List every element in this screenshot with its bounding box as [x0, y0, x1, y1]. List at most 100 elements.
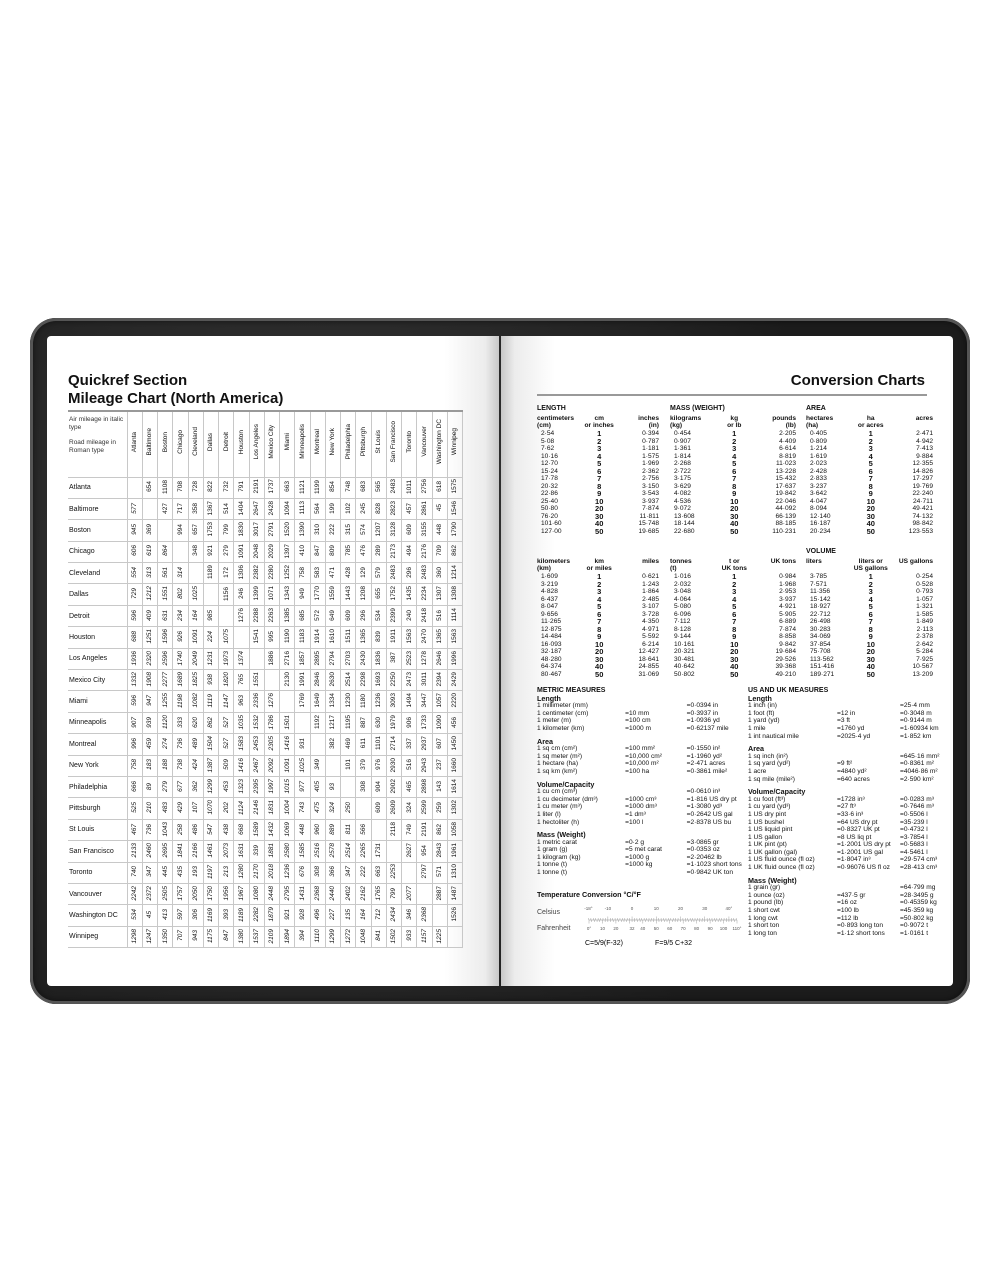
mileage-value: 1750	[207, 885, 215, 901]
value-left: 3·642	[810, 490, 827, 497]
mileage-value: 2073	[222, 843, 230, 858]
mileage-value: 1332	[131, 671, 139, 687]
mileage-value: 2265	[359, 843, 367, 858]
unit: 1 acre	[748, 767, 767, 775]
mileage-value: 2166	[192, 843, 200, 858]
mileage-value: 457	[405, 502, 413, 514]
mileage-cell: 308	[355, 775, 372, 799]
value-left: 4·064	[674, 595, 691, 603]
conversion: =0·3937 in	[686, 709, 718, 717]
temperature-heading: Temperature Conversion °C/°F	[537, 890, 641, 899]
column-header-label: Cleveland	[192, 427, 200, 457]
value-left: 30·283	[810, 625, 831, 633]
unit: 1 hectare (ha)	[537, 760, 579, 768]
mileage-cell	[156, 519, 174, 542]
mileage-value: 809	[329, 545, 337, 557]
mileage-value: 259	[436, 802, 444, 813]
mileage-cell	[400, 861, 418, 884]
value-left: 40·642	[674, 663, 695, 670]
mileage-value: 1786	[268, 714, 276, 730]
mileage-cell: 2176	[416, 540, 433, 564]
value-right: 0·254	[916, 573, 933, 580]
mileage-value: 1374	[237, 650, 245, 666]
mileage-value: 1435	[405, 586, 413, 601]
conversion-row: 76·20 30 11·811	[537, 512, 659, 521]
mileage-cell: 765	[233, 669, 250, 692]
mileage-value: 1069	[283, 821, 291, 837]
unit: 1 metric carat	[537, 838, 577, 846]
column-header: Minneapolis	[294, 410, 311, 478]
equivalent	[625, 788, 687, 796]
mileage-cell: 1886	[263, 647, 281, 671]
mileage-cell: 1936	[126, 647, 143, 671]
mileage-value: 2242	[131, 885, 139, 901]
mileage-cell	[339, 775, 357, 799]
mileage-cell: 1189	[233, 904, 250, 927]
column-header: Chicago	[172, 410, 189, 478]
equivalent: =112 lb	[837, 914, 859, 922]
mileage-cell: 995	[263, 626, 281, 649]
mileage-value: 2320	[146, 650, 154, 666]
value-left: 1·619	[810, 452, 827, 460]
conversion-row: 15·24 6 2·362	[537, 467, 659, 476]
value-left: 8·047	[541, 603, 558, 610]
mileage-cell: 413	[156, 904, 174, 927]
mileage-cell: 258	[172, 818, 189, 842]
mileage-cell: 1195	[339, 711, 357, 735]
mileage-cell: 107	[187, 797, 204, 820]
mileage-value: 1520	[283, 522, 291, 537]
value-base: 5	[732, 602, 737, 611]
mileage-cell: 1343	[278, 583, 296, 606]
value-left: 30·481	[674, 655, 695, 663]
measure-row: 1 cu foot (ft³) =1728 in³ =0·0283 m³	[748, 796, 950, 804]
mileage-cell: 2130	[278, 669, 296, 692]
mileage-cell: 738	[172, 754, 189, 777]
mileage-value: 688	[131, 631, 139, 642]
mileage-value: 496	[314, 909, 322, 920]
mileage-value: 1114	[451, 608, 459, 622]
value-left: 11·265	[541, 618, 562, 625]
mileage-value: 943	[192, 930, 200, 942]
mileage-cell: 1147	[217, 690, 235, 713]
conversion-row: 20·32 8 3·150	[537, 482, 659, 491]
mileage-cell: 1058	[446, 818, 464, 842]
mileage-cell: 2460	[141, 840, 159, 863]
mileage-value: 1831	[268, 800, 276, 815]
mileage-cell: 618	[431, 476, 448, 499]
mileage-value: 1841	[176, 843, 184, 858]
mileage-cell: 2092	[263, 754, 281, 777]
mileage-cell: 1212	[141, 583, 159, 606]
mileage-value: 2434	[390, 907, 398, 922]
mileage-cell: 339	[248, 840, 265, 863]
value-left: 6·437	[541, 595, 558, 603]
value-left: 75·708	[810, 648, 831, 655]
value-right: 13·209	[912, 670, 933, 678]
mileage-cell: 2797	[416, 861, 433, 884]
mileage-cell: 486	[187, 818, 204, 842]
value-left: 5·08	[541, 437, 555, 445]
measure-row: 1 centimeter (cm) =10 mm =0·3937 in	[537, 710, 742, 718]
mileage-value: 1272	[344, 928, 352, 944]
mileage-value: 534	[375, 609, 383, 621]
conversion-row: 151·416 40 10·567	[806, 663, 933, 671]
row-label: Toronto	[68, 861, 128, 884]
equivalent: =5 met carat	[625, 846, 662, 854]
mileage-cell: 685	[294, 604, 311, 628]
value-right: 88·185	[775, 520, 796, 527]
mileage-value: 435	[176, 866, 184, 878]
mileage-value: 3011	[420, 672, 428, 687]
mileage-cell: 534	[370, 604, 387, 628]
mileage-cell: 596	[126, 690, 143, 713]
conversion-row: 5·08 2 0·787	[537, 437, 659, 446]
mileage-cell: 2133	[126, 840, 143, 863]
mileage-cell: 554	[126, 562, 143, 585]
header-mid: km or miles	[586, 558, 612, 572]
mileage-cell: 1908	[141, 669, 159, 692]
mileage-value: 459	[146, 737, 154, 749]
measure-row: 1 hectare (ha) =10,000 m² =2·471 acres	[537, 760, 742, 768]
conversion-row: 2·722 6 13·228	[670, 467, 796, 476]
mileage-value: 183	[146, 759, 154, 771]
mileage-cell: 1113	[294, 497, 311, 521]
mileage-value: 597	[176, 909, 184, 920]
mileage-cell: 931	[294, 733, 311, 756]
